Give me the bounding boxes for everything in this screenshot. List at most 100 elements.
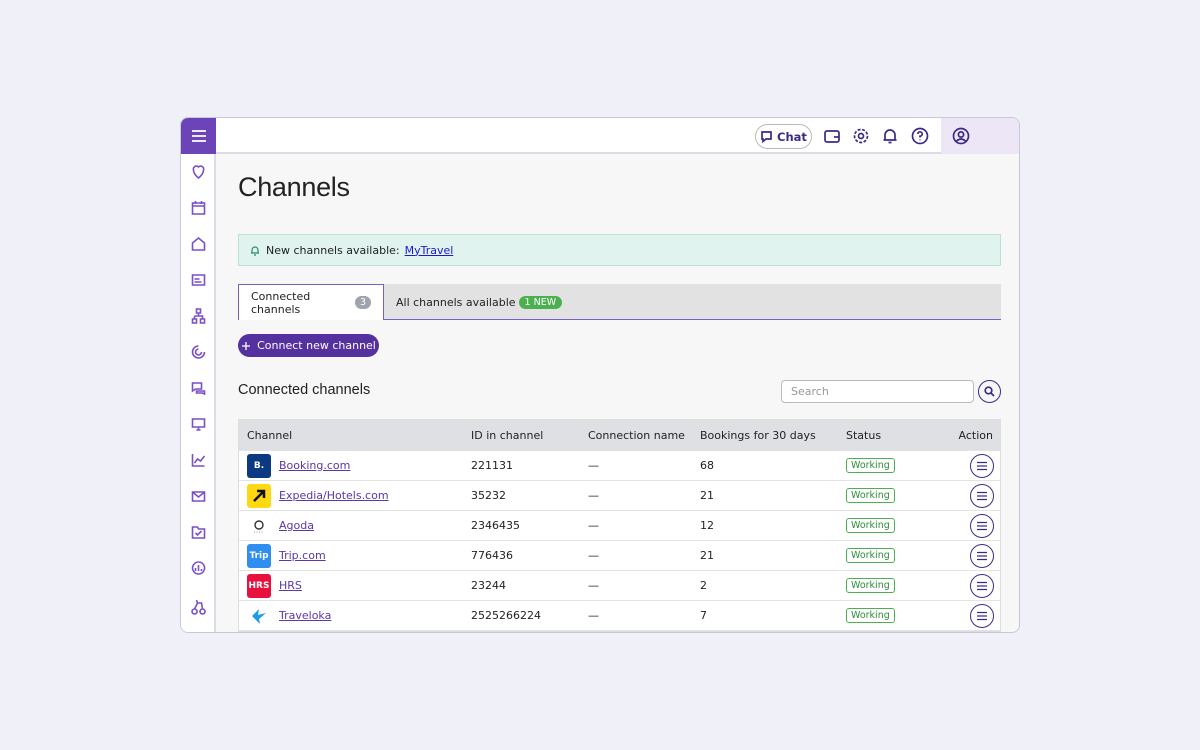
tab[interactable]: Connected channels 3 (238, 284, 384, 320)
action-button[interactable] (970, 453, 994, 478)
nav-icon[interactable] (191, 526, 206, 539)
channel-cell: Expedia/Hotels.com (247, 481, 389, 510)
action-cell (970, 601, 994, 630)
column-header: ID in channel (471, 428, 544, 442)
alert-icon (251, 246, 259, 256)
table-row: Expedia/Hotels.com 35232 — 21 Working (239, 481, 1000, 511)
chat-label: Chat (777, 129, 807, 144)
channel-cell: B. Booking.com (247, 451, 350, 480)
cell-bookings: 21 (700, 549, 714, 562)
cell-bookings: 2 (700, 579, 707, 592)
alert-link[interactable]: MyTravel (404, 243, 454, 257)
channel-logo (247, 603, 271, 628)
status-badge: Working (846, 518, 895, 533)
status-badge: Working (846, 608, 895, 623)
action-cell (970, 511, 994, 540)
action-cell (970, 451, 994, 480)
notifications-icon[interactable] (881, 127, 899, 145)
profile-icon[interactable] (952, 127, 970, 145)
status-cell: Working (846, 571, 895, 600)
action-cell (970, 541, 994, 570)
nav-icon[interactable] (191, 454, 206, 467)
search-input[interactable]: Search (781, 380, 974, 403)
action-cell (970, 481, 994, 510)
tab[interactable]: All channels available 1 NEW (384, 284, 574, 320)
cell-id: 776436 (471, 549, 513, 562)
wallet-icon[interactable] (823, 127, 841, 145)
cell-connection: — (588, 489, 599, 502)
channel-logo (247, 513, 271, 538)
alert: New channels available: MyTravel (238, 234, 1001, 266)
table-header: Channel ID in channel Connection name Booki… (239, 420, 1000, 451)
tab-label: Connected channels (251, 289, 311, 316)
nav-icon[interactable] (191, 201, 206, 215)
cell-bookings: 12 (700, 519, 714, 532)
status-badge: Working (846, 548, 895, 563)
channel-cell: Trip Trip.com (247, 541, 326, 570)
channel-link[interactable]: Traveloka (279, 609, 332, 622)
status-cell: Working (846, 541, 895, 570)
cell-bookings: 21 (700, 489, 714, 502)
action-cell (970, 571, 994, 600)
status-badge: Working (846, 458, 895, 473)
nav-icon[interactable] (191, 236, 206, 251)
table-row: Traveloka 2525266224 — 7 Working (239, 601, 1000, 631)
nav-icon[interactable] (191, 491, 206, 502)
cell-id: 35232 (471, 489, 506, 502)
tab-badge: 1 NEW (518, 295, 563, 309)
channel-cell: HRS HRS (247, 571, 302, 600)
table-row: Agoda 2346435 — 12 Working (239, 511, 1000, 541)
cell-connection: — (588, 579, 599, 592)
column-header: Bookings for 30 days (700, 428, 816, 442)
action-button[interactable] (970, 513, 994, 538)
connect-button[interactable]: Connect new channel (238, 334, 379, 357)
action-button[interactable] (970, 483, 994, 508)
cell-id: 23244 (471, 579, 506, 592)
profile-area (941, 118, 1019, 154)
channel-link[interactable]: HRS (279, 579, 302, 592)
channel-cell: Traveloka (247, 601, 331, 630)
sidebar-icons (191, 165, 206, 615)
cell-connection: — (588, 459, 599, 472)
status-cell: Working (846, 511, 895, 540)
column-header: Action (958, 428, 993, 442)
button-label: Connect new channel (257, 339, 376, 352)
action-button[interactable] (970, 543, 994, 568)
table-row: Trip Trip.com 776436 — 21 Working (239, 541, 1000, 571)
action-button[interactable] (970, 573, 994, 598)
cell-connection: — (588, 609, 599, 622)
channel-link[interactable]: Agoda (279, 519, 314, 532)
nav-icon[interactable] (191, 382, 206, 396)
status-badge: Working (846, 488, 895, 503)
table-row: B. Booking.com 221131 — 68 Working (239, 451, 1000, 481)
cell-bookings: 68 (700, 459, 714, 472)
help-icon[interactable] (911, 127, 929, 145)
sidebar (181, 118, 216, 632)
chat-button[interactable]: Chat (755, 124, 812, 149)
column-header: Status (846, 428, 882, 442)
status-cell: Working (846, 481, 895, 510)
channel-link[interactable]: Expedia/Hotels.com (279, 489, 389, 502)
nav-icon[interactable] (191, 561, 206, 575)
channel-logo: Trip (247, 543, 271, 568)
nav-icon[interactable] (191, 599, 206, 615)
cell-id: 2346435 (471, 519, 520, 532)
cell-connection: — (588, 549, 599, 562)
channel-logo (247, 483, 271, 508)
channel-cell: Agoda (247, 511, 314, 540)
nav-icon[interactable] (191, 274, 206, 286)
status-badge: Working (846, 578, 895, 593)
nav-icon[interactable] (191, 418, 206, 431)
action-button[interactable] (970, 603, 994, 628)
cell-id: 221131 (471, 459, 513, 472)
nav-icon[interactable] (191, 345, 206, 359)
tab-label: All channels available (396, 295, 516, 309)
menu-button[interactable] (181, 118, 216, 154)
settings-icon[interactable] (852, 127, 870, 145)
status-cell: Working (846, 451, 895, 480)
nav-icon[interactable] (191, 308, 206, 324)
nav-icon[interactable] (192, 165, 205, 180)
channel-link[interactable]: Booking.com (279, 459, 351, 472)
channel-link[interactable]: Trip.com (279, 549, 326, 562)
search-button[interactable] (978, 380, 1001, 403)
